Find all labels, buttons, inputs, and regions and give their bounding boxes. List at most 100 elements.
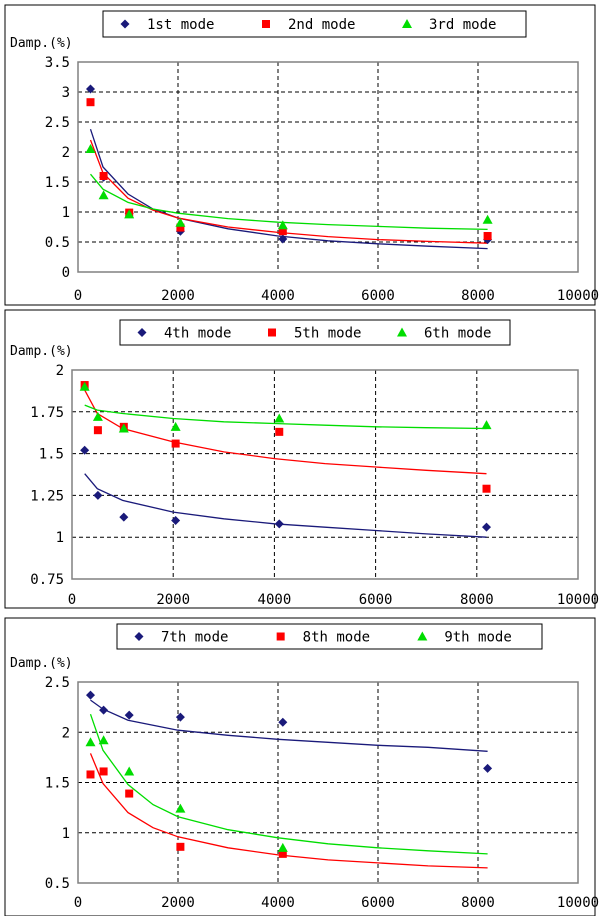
data-point-series-1: [175, 712, 185, 722]
data-point-series-3: [98, 190, 109, 200]
y-axis-label: Damp.(%): [10, 344, 73, 359]
legend-marker-2: [268, 328, 276, 337]
trend-line-1: [90, 699, 488, 752]
chart-panel-3: 0.5 1 1.5 2 2.5 0 2000 4000 6000 8000 10000 Damp.(%…: [4, 617, 599, 916]
y-tick-label: 2: [62, 725, 70, 741]
legend-marker-1: [134, 632, 144, 641]
y-tick-label: 2.5: [45, 115, 70, 131]
data-point-series-2: [125, 789, 134, 798]
data-point-series-2: [86, 98, 95, 107]
y-tick-label: 2: [56, 363, 64, 379]
legend-marker-3: [417, 631, 428, 641]
data-point-series-3: [274, 413, 285, 423]
legend-label-3: 9th mode: [444, 630, 511, 646]
data-point-series-1: [80, 445, 90, 455]
legend-label-2: 2nd mode: [288, 17, 355, 33]
data-point-series-3: [124, 766, 135, 776]
data-point-series-3: [85, 737, 96, 747]
data-point-series-1: [278, 234, 288, 244]
data-point-series-2: [93, 426, 102, 435]
data-point-series-3: [277, 842, 288, 852]
data-point-series-3: [118, 423, 129, 433]
data-point-series-3: [482, 214, 493, 224]
data-point-series-2: [483, 232, 492, 240]
trend-line-2: [84, 389, 487, 475]
data-point-series-3: [277, 220, 288, 230]
y-tick-label: 1: [56, 530, 64, 546]
y-tick-label: 0: [62, 265, 70, 281]
chart-frame: [4, 617, 596, 916]
y-axis-label: Damp.(%): [10, 656, 73, 671]
data-point-series-2: [99, 767, 108, 776]
legend-label-1: 1st mode: [147, 17, 214, 33]
data-point-series-3: [481, 420, 492, 430]
data-point-series-2: [86, 770, 95, 779]
chart-panel-2: 0.75 1 1.25 1.5 1.75 2 0 2000 4000 6000 8000 10000 D…: [4, 309, 599, 609]
y-tick-label: 2: [62, 145, 70, 161]
x-tick-label: 0: [74, 288, 82, 304]
x-tick-label: 2000: [161, 288, 195, 304]
data-point-series-1: [278, 717, 288, 727]
data-point-series-3: [175, 803, 186, 813]
y-tick-label: 2.5: [45, 675, 70, 691]
x-tick-label: 6000: [361, 895, 395, 911]
y-tick-label: 0.5: [45, 235, 70, 251]
data-point-series-1: [93, 490, 103, 500]
x-tick-label: 0: [74, 895, 82, 911]
y-tick-label: 1.75: [30, 405, 64, 421]
data-point-series-1: [483, 763, 493, 773]
x-tick-label: 8000: [460, 592, 494, 608]
legend-label-2: 5th mode: [294, 326, 361, 342]
x-tick-label: 2000: [156, 592, 190, 608]
data-point-series-1: [86, 690, 95, 700]
data-point-series-2: [176, 223, 185, 232]
legend-label-3: 3rd mode: [429, 17, 496, 33]
x-tick-label: 8000: [461, 288, 495, 304]
data-point-series-3: [170, 421, 181, 431]
y-tick-label: 1.5: [45, 776, 70, 792]
legend-marker-1: [137, 328, 147, 337]
x-tick-label: 10000: [557, 592, 599, 608]
legend-marker-2: [262, 20, 270, 28]
data-point-series-3: [175, 217, 186, 227]
x-tick-label: 4000: [261, 895, 295, 911]
data-point-series-3: [92, 411, 103, 421]
legend-marker-3: [402, 19, 412, 28]
plot-area: [71, 369, 579, 580]
trend-line-3: [90, 173, 488, 231]
data-point-series-1: [124, 710, 134, 720]
data-point-series-2: [176, 842, 185, 851]
data-point-series-3: [85, 144, 96, 153]
legend-box: [119, 319, 511, 346]
data-point-series-3: [79, 381, 90, 391]
y-tick-label: 1: [62, 205, 70, 221]
legend-marker-1: [120, 19, 130, 29]
y-tick-label: 1.25: [30, 488, 64, 504]
data-point-series-1: [119, 512, 129, 522]
trend-line-2: [89, 753, 488, 869]
data-point-series-1: [274, 519, 284, 529]
legend-label-3: 6th mode: [424, 326, 491, 342]
legend-marker-2: [276, 632, 285, 641]
legend-marker-3: [397, 327, 407, 337]
legend: 7th mode 8th mode 9th mode: [116, 623, 543, 650]
legend-box: [116, 623, 543, 650]
trend-line-3: [89, 713, 488, 855]
data-point-series-1: [482, 522, 492, 532]
data-point-series-2: [278, 227, 287, 236]
legend-box: [102, 10, 527, 38]
data-point-series-2: [482, 484, 491, 493]
trend-line-2: [89, 139, 488, 244]
data-point-series-2: [99, 172, 108, 180]
y-axis-label: Damp.(%): [10, 36, 73, 51]
x-tick-label: 10000: [557, 895, 599, 911]
data-point-series-3: [124, 209, 135, 219]
x-tick-label: 4000: [258, 592, 292, 608]
data-point-series-2: [171, 439, 180, 448]
data-point-series-1: [171, 515, 181, 525]
trend-line-1: [84, 473, 487, 538]
data-point-series-2: [275, 427, 284, 436]
legend-label-2: 8th mode: [303, 630, 370, 646]
y-tick-label: 1.5: [39, 447, 64, 463]
